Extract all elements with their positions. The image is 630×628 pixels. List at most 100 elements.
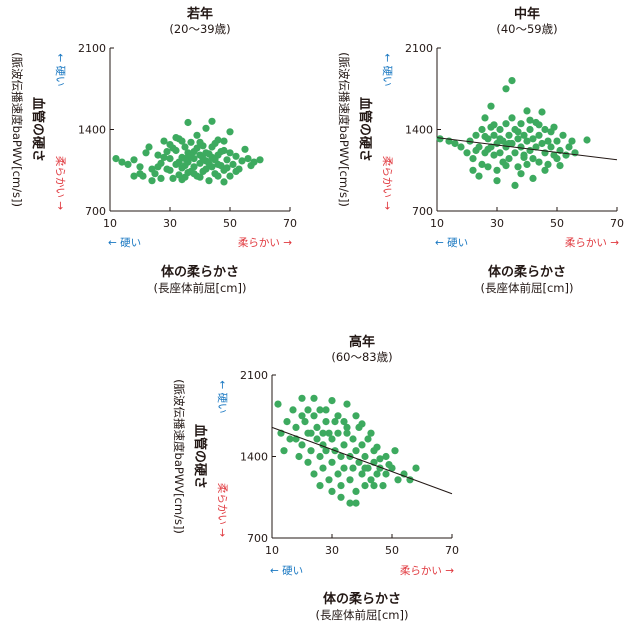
data-point [181, 155, 189, 163]
data-point [469, 166, 477, 174]
y-tick-label: 2100 [405, 42, 433, 55]
data-point [514, 163, 522, 171]
data-point [199, 155, 207, 163]
data-point [523, 137, 531, 145]
data-point [343, 429, 351, 437]
x-tick-label: 10 [103, 217, 117, 230]
trend-line [271, 426, 453, 495]
data-point [481, 114, 489, 122]
x-tick-label: 70 [610, 217, 624, 230]
data-point [529, 135, 537, 143]
data-point [544, 160, 552, 168]
data-point [517, 120, 525, 128]
data-point [118, 158, 126, 166]
data-point [322, 447, 330, 455]
x-axis-sublabel: (長座体前屈[cm]) [481, 281, 574, 295]
data-point [202, 165, 210, 173]
data-point [328, 458, 336, 466]
data-point [301, 418, 309, 426]
data-point [325, 476, 333, 484]
data-point [517, 170, 525, 178]
chart-title: 中年 [514, 6, 540, 22]
data-point [358, 441, 366, 449]
data-point [208, 153, 216, 161]
data-point [514, 135, 522, 143]
data-point [517, 143, 525, 151]
data-point [508, 77, 516, 85]
data-point [196, 138, 204, 146]
data-point [319, 464, 327, 472]
data-point [343, 400, 351, 408]
data-point [538, 108, 546, 116]
data-point [316, 452, 324, 461]
data-point [310, 394, 318, 402]
data-point [553, 155, 561, 163]
data-point [166, 141, 174, 149]
x-arrow-right-label: 柔らかい → [238, 237, 292, 249]
y-axis-label: 血管の硬さ [30, 97, 46, 162]
data-point [526, 125, 534, 134]
data-point [220, 137, 228, 145]
data-point [190, 170, 198, 178]
data-point [523, 107, 531, 115]
data-point [181, 162, 189, 170]
data-point [214, 160, 222, 168]
data-point [319, 429, 327, 437]
data-point [226, 149, 234, 157]
data-point [493, 177, 501, 185]
data-point [298, 394, 306, 402]
data-point [178, 176, 186, 184]
data-point [331, 418, 339, 426]
data-point [364, 435, 372, 443]
data-point [343, 423, 351, 431]
y-tick-label: 700 [85, 205, 106, 218]
data-point [466, 137, 474, 145]
y-axis-sublabel: (脈波伝播速度baPWV[cm/s]) [10, 52, 24, 207]
data-point [232, 167, 240, 175]
data-point [112, 155, 120, 163]
data-point [547, 143, 555, 151]
data-point [307, 447, 315, 455]
chart-subtitle: (20〜39歳) [169, 22, 230, 36]
data-point [316, 406, 324, 414]
y-arrow-down-label: 柔らかい → [381, 156, 393, 210]
data-point [352, 487, 360, 495]
x-tick-label: 70 [283, 217, 297, 230]
data-point [565, 143, 573, 151]
y-tick-label: 700 [247, 532, 268, 545]
data-point [568, 137, 576, 145]
chart-subtitle: (40〜59歳) [496, 22, 557, 36]
data-point [214, 172, 222, 180]
data-point [190, 163, 198, 171]
x-arrow-left-label: ← 硬い [270, 565, 303, 577]
data-point [373, 443, 381, 451]
data-point [298, 441, 306, 449]
data-point [367, 476, 375, 484]
data-point [130, 172, 138, 180]
x-tick-label: 70 [445, 544, 459, 557]
data-point [535, 158, 543, 166]
y-arrow-up-label: ← 硬い [216, 380, 228, 413]
data-point [412, 464, 420, 472]
x-tick-label: 30 [325, 544, 339, 557]
data-point [502, 162, 510, 170]
data-point [382, 470, 390, 478]
x-axis-label: 体の柔らかさ [488, 264, 566, 280]
data-point [166, 155, 174, 163]
data-point [313, 435, 321, 443]
data-point [202, 124, 210, 132]
data-point [328, 397, 336, 405]
y-tick-label: 1400 [78, 124, 106, 137]
data-point [541, 166, 549, 174]
trend-line [436, 137, 618, 161]
data-point [382, 452, 390, 461]
data-point [376, 455, 384, 463]
x-arrow-right-label: 柔らかい → [565, 237, 619, 249]
data-point [157, 174, 165, 182]
data-point [472, 146, 480, 155]
data-point [484, 145, 492, 153]
data-point [325, 429, 333, 437]
data-point [502, 85, 510, 93]
data-point [229, 160, 237, 168]
